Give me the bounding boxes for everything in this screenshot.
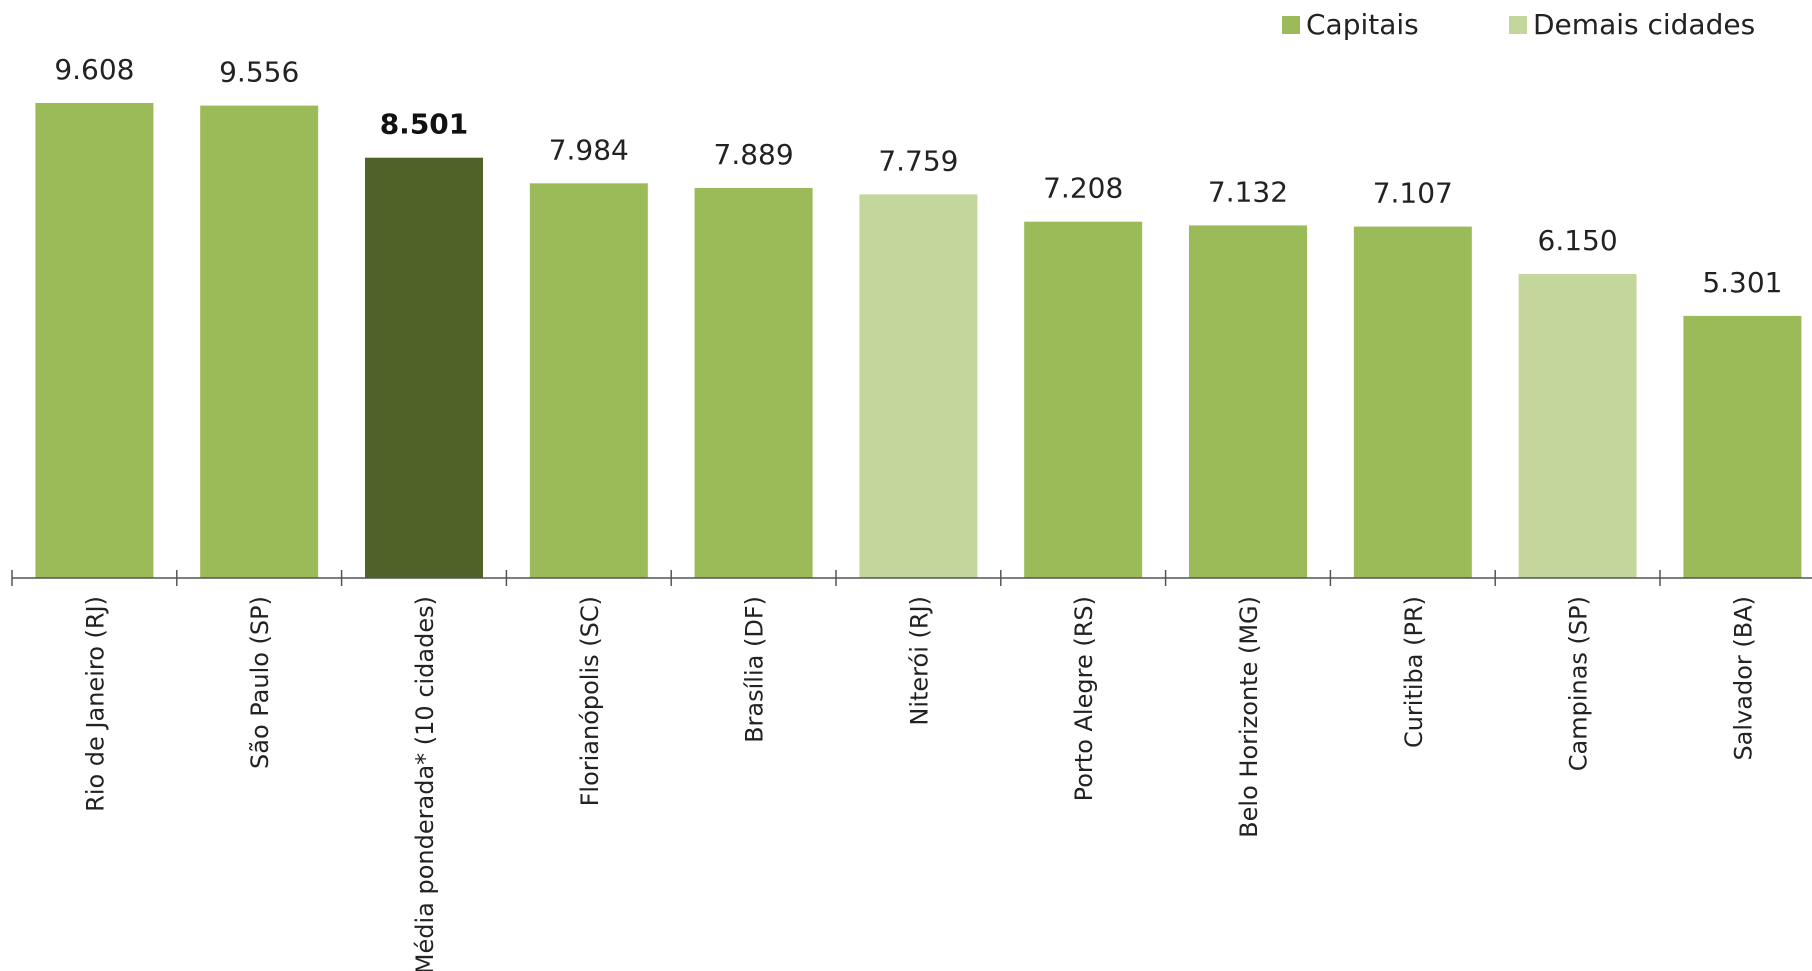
legend-swatch-demais-cidades xyxy=(1509,16,1527,34)
category-label-brasilia-df: Brasília (DF) xyxy=(741,596,769,743)
value-label-media-ponderada-10-cidades: 8.501 xyxy=(380,108,469,141)
bar-brasilia-df xyxy=(694,188,813,578)
category-label-belo-horizonte-mg: Belo Horizonte (MG) xyxy=(1235,596,1263,838)
category-label-media-ponderada-10-cidades: ● Média ponderada* (10 cidades) xyxy=(411,596,439,971)
chart-legend: Capitais Demais cidades xyxy=(1282,8,1755,41)
bar-salvador-ba xyxy=(1683,315,1802,578)
value-label-rio-de-janeiro-rj: 9.608 xyxy=(54,53,134,86)
bar-media-ponderada-10-cidades xyxy=(365,157,483,578)
value-label-campinas-sp: 6.150 xyxy=(1538,224,1618,257)
bars-group xyxy=(35,103,1802,579)
value-label-belo-horizonte-mg: 7.132 xyxy=(1208,175,1288,208)
bar-curitiba-pr xyxy=(1353,226,1472,578)
value-label-brasilia-df: 7.889 xyxy=(714,138,794,171)
legend-swatch-capitais xyxy=(1282,16,1300,34)
bar-sao-paulo-sp xyxy=(200,105,319,578)
bar-florianopolis-sc xyxy=(529,183,648,579)
bar-campinas-sp xyxy=(1518,274,1637,578)
category-label-sao-paulo-sp: São Paulo (SP) xyxy=(246,596,274,769)
category-label-salvador-ba: Salvador (BA) xyxy=(1729,596,1757,761)
category-label-porto-alegre-rs: Porto Alegre (RS) xyxy=(1070,596,1098,801)
legend-label-capitais: Capitais xyxy=(1306,8,1419,41)
value-label-florianopolis-sc: 7.984 xyxy=(549,133,629,166)
category-label-florianopolis-sc: Florianópolis (SC) xyxy=(576,596,604,806)
category-label-niteroi-rj: Niterói (RJ) xyxy=(905,596,933,726)
bar-porto-alegre-rs xyxy=(1024,221,1143,578)
value-label-salvador-ba: 5.301 xyxy=(1702,266,1782,299)
category-labels-group: Rio de Janeiro (RJ) São Paulo (SP) ● Média… xyxy=(81,596,1757,971)
value-label-sao-paulo-sp: 9.556 xyxy=(219,56,299,89)
bar-rio-de-janeiro-rj xyxy=(35,103,154,578)
bar-belo-horizonte-mg xyxy=(1189,225,1307,578)
value-labels-group: 9.608 9.556 8.501 7.984 7.889 7.759 7.208 7.132… xyxy=(54,53,1782,299)
value-label-porto-alegre-rs: 7.208 xyxy=(1043,172,1123,205)
category-label-curitiba-pr: Curitiba (PR) xyxy=(1400,596,1428,748)
category-label-rio-de-janeiro-rj: Rio de Janeiro (RJ) xyxy=(81,596,109,812)
x-axis xyxy=(11,570,1812,586)
category-label-campinas-sp: Campinas (SP) xyxy=(1565,596,1593,771)
value-label-niteroi-rj: 7.759 xyxy=(878,144,958,177)
bar-niteroi-rj xyxy=(859,194,978,578)
legend-label-demais-cidades: Demais cidades xyxy=(1533,8,1755,41)
value-label-curitiba-pr: 7.107 xyxy=(1373,177,1453,210)
